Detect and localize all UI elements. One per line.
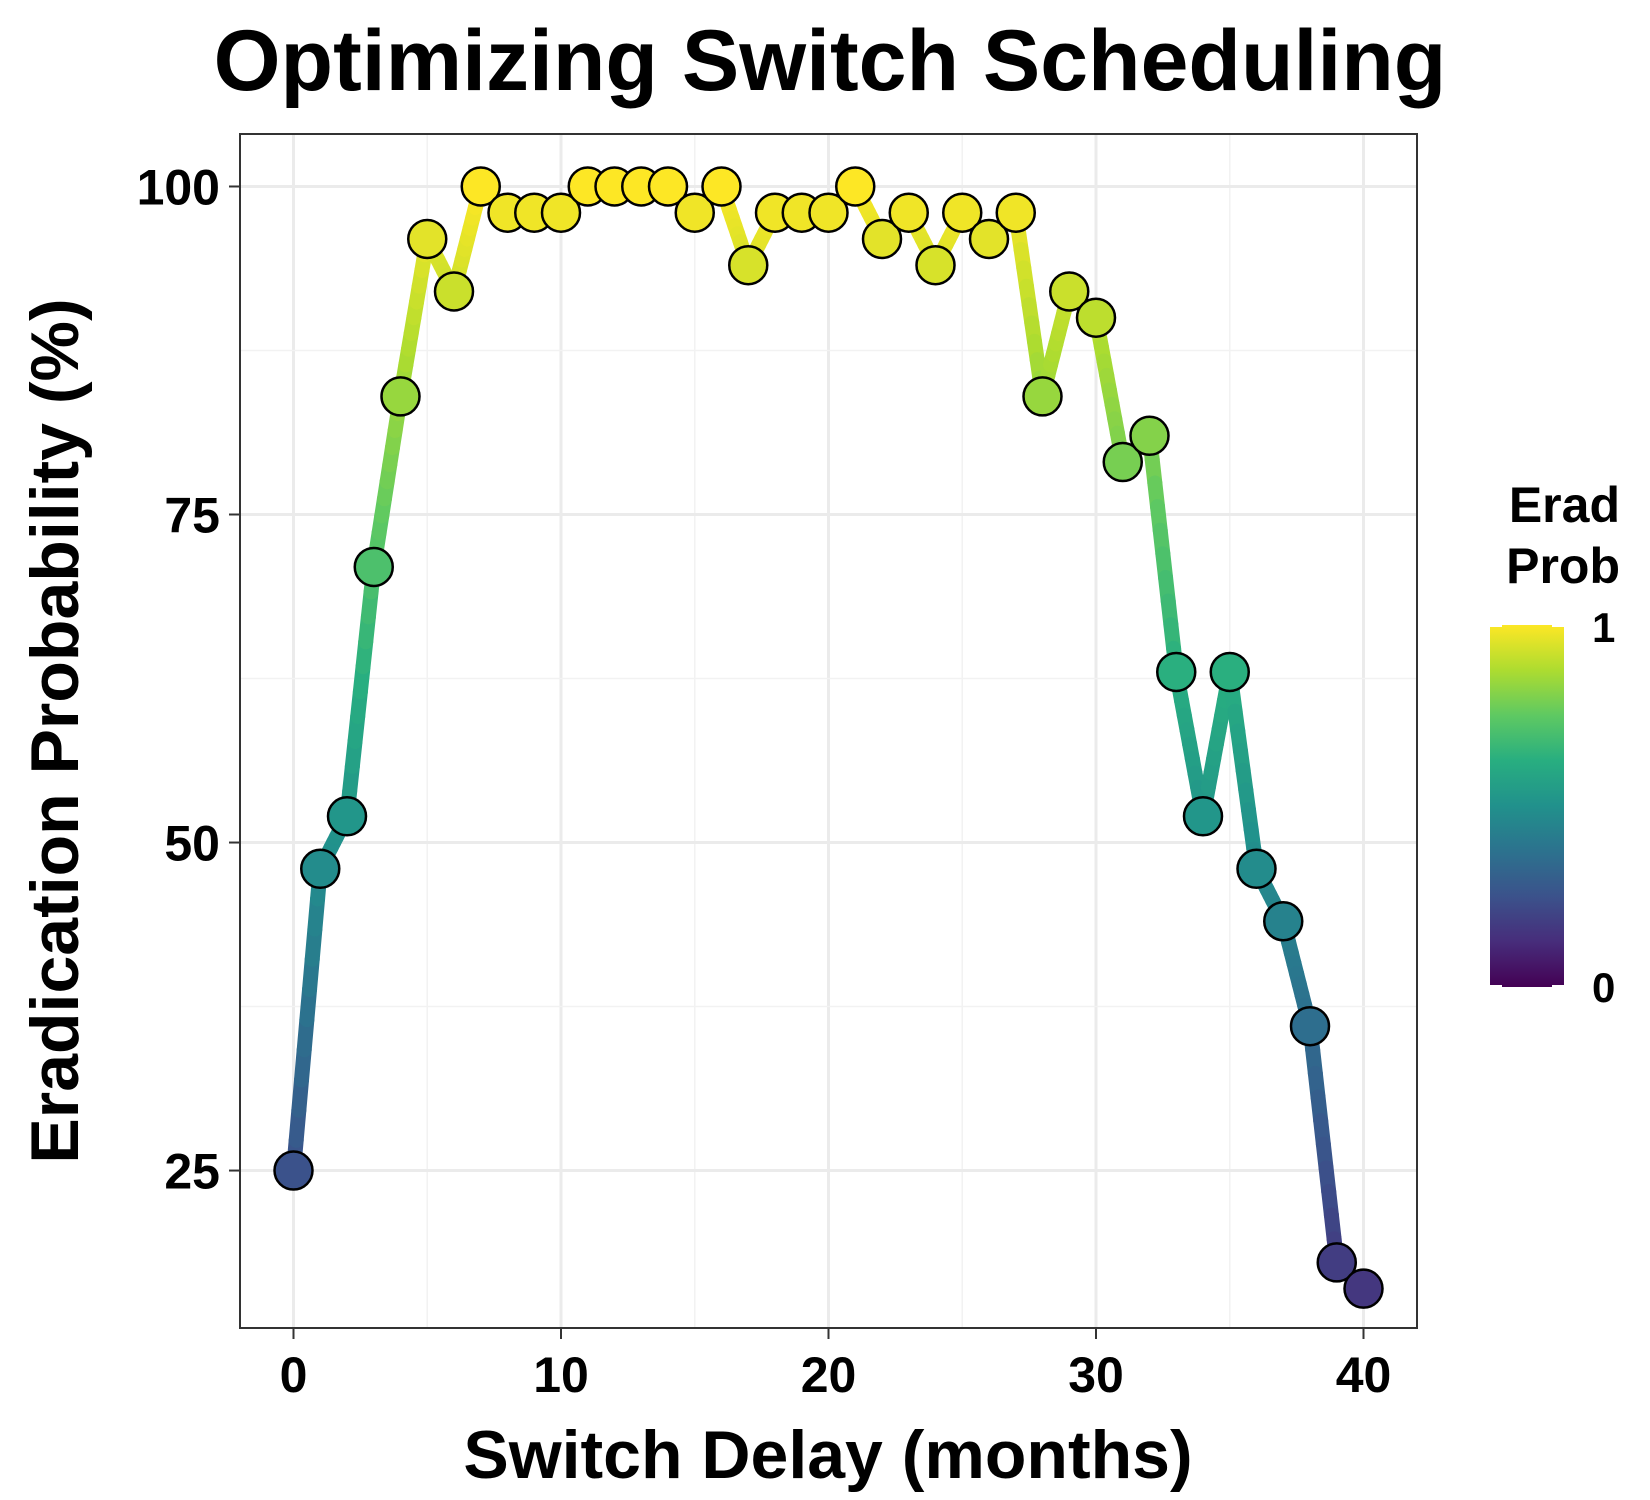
colorbar-legend: Erad Prob 1 0: [1490, 477, 1620, 1011]
colorbar-min-label: 0: [1592, 964, 1615, 1011]
data-point: [728, 244, 769, 286]
data-point: [1209, 651, 1250, 693]
data-point: [433, 271, 475, 312]
y-tick-label: 100: [137, 159, 220, 215]
data-point: [835, 166, 876, 207]
data-point: [460, 166, 501, 207]
data-point: [1129, 415, 1170, 457]
y-axis: 25 50 75 100: [137, 159, 240, 1200]
data-point: [1156, 651, 1197, 693]
x-axis: 0 10 20 30 40: [280, 1328, 1392, 1403]
series-points: [273, 166, 1384, 1309]
data-point: [1049, 271, 1090, 312]
data-point: [1236, 848, 1277, 890]
data-point: [674, 192, 715, 233]
data-point: [1182, 796, 1224, 837]
data-point: [995, 192, 1036, 233]
y-tick-label: 25: [164, 1144, 220, 1200]
data-point: [647, 166, 689, 207]
y-tick-label: 50: [164, 816, 220, 872]
gridlines: [240, 134, 1417, 1328]
data-point: [1102, 441, 1143, 483]
data-point: [1316, 1242, 1357, 1283]
data-point: [540, 192, 582, 233]
x-tick-label: 20: [801, 1347, 857, 1403]
colorbar: [1490, 625, 1564, 987]
data-point: [380, 376, 421, 417]
panel: [239, 133, 1418, 1329]
data-point: [942, 192, 983, 233]
data-point: [326, 796, 368, 837]
data-point: [701, 166, 742, 207]
x-tick-label: 40: [1336, 1347, 1392, 1403]
data-point: [407, 218, 448, 260]
data-point: [1263, 901, 1304, 942]
data-point: [1289, 1005, 1331, 1047]
data-point: [861, 218, 903, 260]
legend-title-line-2: Prob: [1506, 538, 1620, 594]
x-tick-label: 30: [1068, 1347, 1124, 1403]
data-point: [300, 848, 341, 890]
data-point: [353, 546, 394, 588]
chart-title: Optimizing Switch Scheduling: [214, 13, 1447, 109]
data-point: [273, 1150, 314, 1191]
x-axis-title: Switch Delay (months): [463, 1417, 1192, 1493]
data-point: [1075, 297, 1117, 338]
x-tick-label: 10: [533, 1347, 589, 1403]
data-point: [808, 192, 849, 233]
data-point: [915, 244, 956, 286]
x-tick-label: 0: [280, 1347, 308, 1403]
colorbar-max-label: 1: [1592, 604, 1615, 651]
data-point: [1022, 376, 1063, 417]
data-point: [968, 218, 1010, 260]
data-point: [1343, 1268, 1384, 1309]
legend-title-line-1: Erad: [1509, 477, 1620, 533]
data-point: [888, 192, 929, 233]
y-tick-label: 75: [164, 488, 220, 544]
y-axis-title: Eradication Probability (%): [17, 298, 93, 1163]
